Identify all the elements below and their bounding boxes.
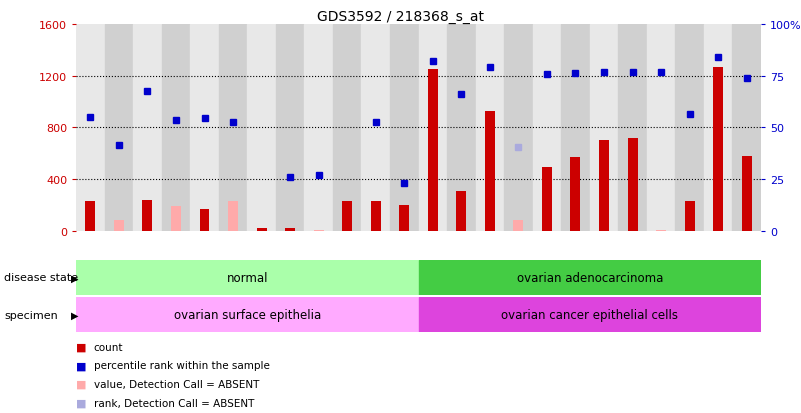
Text: value, Detection Call = ABSENT: value, Detection Call = ABSENT: [94, 379, 259, 389]
Bar: [219, 25, 248, 231]
Text: count: count: [94, 342, 123, 352]
Bar: [618, 25, 646, 231]
Text: normal: normal: [227, 271, 268, 284]
Bar: [105, 25, 133, 231]
Text: specimen: specimen: [4, 310, 58, 320]
Bar: [191, 25, 219, 231]
Bar: [76, 25, 105, 231]
Bar: [256, 229, 267, 231]
Bar: [513, 221, 523, 231]
Bar: [570, 158, 581, 231]
Text: ■: ■: [76, 342, 87, 352]
Bar: [485, 111, 495, 231]
Bar: [646, 25, 675, 231]
Bar: [86, 202, 95, 231]
Bar: [476, 25, 504, 231]
Bar: [457, 191, 466, 231]
Bar: [675, 25, 704, 231]
Bar: [199, 209, 210, 231]
Bar: [533, 25, 562, 231]
Bar: [627, 138, 638, 231]
Text: ovarian surface epithelia: ovarian surface epithelia: [174, 309, 321, 321]
Bar: [562, 25, 590, 231]
Bar: [418, 297, 761, 332]
Bar: [685, 202, 694, 231]
Bar: [171, 207, 181, 231]
Bar: [399, 206, 409, 231]
Bar: [742, 157, 751, 231]
Text: disease state: disease state: [4, 273, 78, 283]
Bar: [599, 141, 609, 231]
Bar: [418, 25, 447, 231]
Text: ▶: ▶: [70, 273, 78, 283]
Bar: [590, 25, 618, 231]
Bar: [76, 297, 418, 332]
Bar: [713, 67, 723, 231]
Bar: [314, 230, 324, 231]
Bar: [143, 200, 152, 231]
Bar: [542, 168, 552, 231]
Text: ovarian adenocarcinoma: ovarian adenocarcinoma: [517, 271, 663, 284]
Bar: [342, 202, 352, 231]
Bar: [285, 229, 295, 231]
Bar: [276, 25, 304, 231]
Bar: [418, 260, 761, 295]
Bar: [704, 25, 732, 231]
Text: ■: ■: [76, 361, 87, 370]
Bar: [162, 25, 190, 231]
Bar: [333, 25, 361, 231]
Bar: [371, 202, 380, 231]
Text: GDS3592 / 218368_s_at: GDS3592 / 218368_s_at: [317, 10, 484, 24]
Bar: [390, 25, 418, 231]
Bar: [428, 70, 438, 231]
Text: ■: ■: [76, 398, 87, 408]
Bar: [76, 260, 418, 295]
Bar: [732, 25, 761, 231]
Text: ovarian cancer epithelial cells: ovarian cancer epithelial cells: [501, 309, 678, 321]
Bar: [248, 25, 276, 231]
Text: percentile rank within the sample: percentile rank within the sample: [94, 361, 270, 370]
Bar: [656, 230, 666, 231]
Text: rank, Detection Call = ABSENT: rank, Detection Call = ABSENT: [94, 398, 254, 408]
Text: ▶: ▶: [70, 310, 78, 320]
Bar: [304, 25, 333, 231]
Bar: [228, 202, 238, 231]
Bar: [133, 25, 162, 231]
Bar: [114, 221, 124, 231]
Bar: [447, 25, 476, 231]
Text: ■: ■: [76, 379, 87, 389]
Bar: [361, 25, 390, 231]
Bar: [504, 25, 533, 231]
